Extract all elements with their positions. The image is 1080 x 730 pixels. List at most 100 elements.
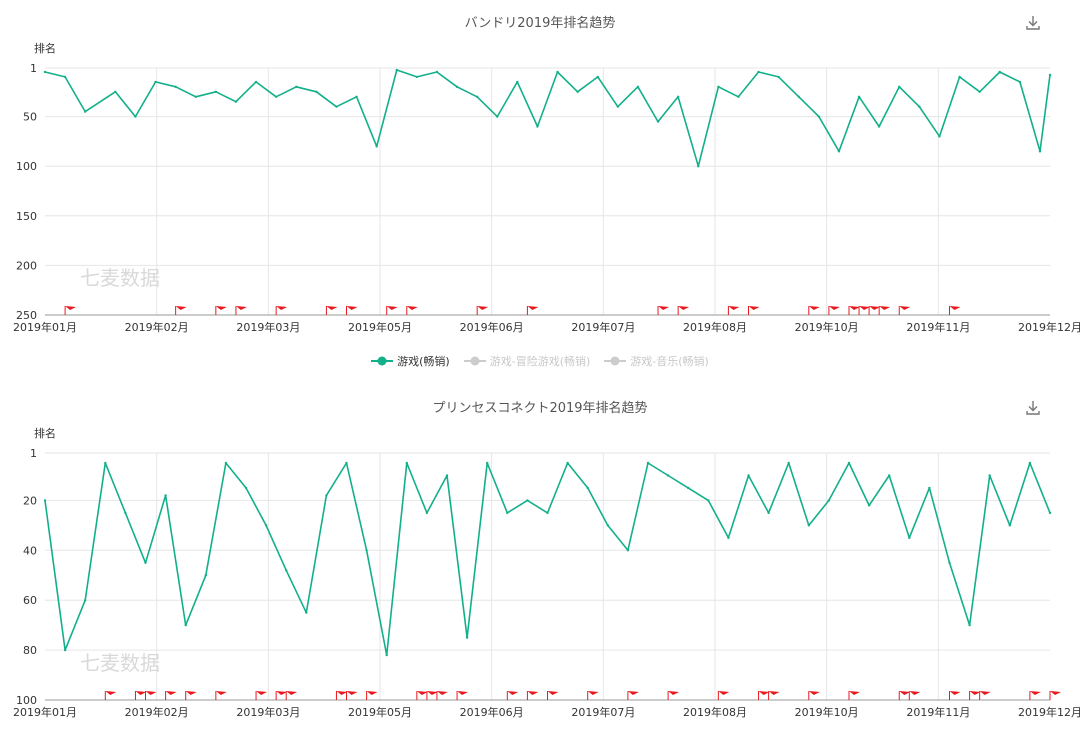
data-point[interactable]	[84, 110, 87, 113]
data-point[interactable]	[797, 95, 800, 98]
data-point[interactable]	[114, 90, 117, 94]
event-flag-icon[interactable]	[808, 691, 820, 700]
data-point[interactable]	[817, 115, 821, 118]
event-flag-icon[interactable]	[627, 691, 639, 700]
event-flag-icon[interactable]	[275, 691, 288, 700]
data-point[interactable]	[928, 486, 931, 490]
data-point[interactable]	[43, 70, 47, 74]
event-flag-icon[interactable]	[969, 691, 981, 700]
event-flag-icon[interactable]	[898, 306, 911, 315]
data-point[interactable]	[807, 524, 810, 527]
data-point[interactable]	[43, 499, 47, 502]
data-point[interactable]	[656, 120, 660, 123]
data-point[interactable]	[697, 165, 700, 168]
data-point[interactable]	[475, 95, 479, 98]
data-point[interactable]	[646, 461, 650, 465]
event-flag-icon[interactable]	[275, 306, 288, 315]
event-flag-icon[interactable]	[808, 306, 820, 315]
event-flag-icon[interactable]	[476, 306, 489, 315]
data-point[interactable]	[174, 85, 177, 89]
event-flag-icon[interactable]	[436, 691, 448, 700]
data-point[interactable]	[194, 95, 197, 98]
event-flag-icon[interactable]	[285, 691, 298, 700]
event-flag-icon[interactable]	[949, 306, 961, 315]
event-flag-icon[interactable]	[346, 306, 358, 315]
legend-item-adventure[interactable]: 游戏-冒险游戏(畅销)	[463, 353, 590, 369]
event-flag-icon[interactable]	[848, 691, 860, 700]
data-point[interactable]	[566, 461, 569, 465]
data-point[interactable]	[214, 90, 218, 94]
event-flag-icon[interactable]	[858, 306, 871, 315]
event-flag-icon[interactable]	[215, 691, 227, 700]
data-point[interactable]	[355, 95, 358, 98]
data-point[interactable]	[988, 474, 991, 477]
data-point[interactable]	[1048, 73, 1052, 77]
event-flag-icon[interactable]	[235, 306, 247, 315]
series-line[interactable]	[44, 69, 1051, 167]
data-point[interactable]	[576, 90, 579, 94]
data-point[interactable]	[445, 474, 449, 477]
data-point[interactable]	[415, 75, 419, 79]
data-point[interactable]	[425, 511, 429, 515]
data-point[interactable]	[737, 95, 740, 98]
data-point[interactable]	[636, 85, 640, 89]
event-flag-icon[interactable]	[64, 306, 77, 315]
data-point[interactable]	[264, 524, 268, 527]
data-point[interactable]	[767, 511, 770, 515]
event-flag-icon[interactable]	[949, 691, 961, 700]
event-flag-icon[interactable]	[134, 691, 147, 700]
legend-item-music[interactable]: 游戏-音乐(畅销)	[604, 353, 709, 369]
event-flag-icon[interactable]	[547, 691, 559, 700]
event-flag-icon[interactable]	[587, 691, 599, 700]
event-flag-icon[interactable]	[366, 691, 378, 700]
event-flag-icon[interactable]	[898, 691, 911, 700]
data-point[interactable]	[556, 70, 559, 74]
data-point[interactable]	[1008, 524, 1011, 527]
data-point[interactable]	[104, 461, 107, 465]
data-point[interactable]	[596, 75, 599, 79]
event-flag-icon[interactable]	[426, 691, 438, 700]
event-flag-icon[interactable]	[346, 691, 358, 700]
data-point[interactable]	[666, 474, 670, 477]
data-point[interactable]	[465, 636, 469, 639]
data-point[interactable]	[787, 461, 790, 465]
data-point[interactable]	[536, 125, 539, 128]
data-point[interactable]	[606, 524, 609, 527]
event-flag-icon[interactable]	[406, 306, 418, 315]
event-flag-icon[interactable]	[828, 306, 840, 315]
data-point[interactable]	[757, 70, 760, 74]
event-flag-icon[interactable]	[848, 306, 860, 315]
event-flag-icon[interactable]	[506, 691, 519, 700]
data-point[interactable]	[586, 486, 589, 490]
data-point[interactable]	[164, 494, 167, 497]
event-flag-icon[interactable]	[335, 691, 348, 700]
data-point[interactable]	[405, 461, 408, 465]
event-flag-icon[interactable]	[104, 691, 117, 700]
data-point[interactable]	[687, 486, 690, 490]
data-point[interactable]	[435, 70, 439, 74]
event-flag-icon[interactable]	[1049, 691, 1061, 700]
event-flag-icon[interactable]	[657, 306, 670, 315]
download-icon[interactable]	[1024, 14, 1042, 32]
data-point[interactable]	[234, 100, 238, 103]
data-point[interactable]	[204, 574, 207, 577]
data-point[interactable]	[124, 511, 127, 515]
data-point[interactable]	[1048, 511, 1052, 515]
data-point[interactable]	[325, 494, 328, 497]
event-flag-icon[interactable]	[215, 306, 227, 315]
data-point[interactable]	[295, 85, 298, 89]
event-flag-icon[interactable]	[727, 306, 740, 315]
event-flag-icon[interactable]	[386, 306, 398, 315]
event-flag-icon[interactable]	[526, 691, 539, 700]
data-point[interactable]	[898, 85, 901, 89]
event-flag-icon[interactable]	[145, 691, 157, 700]
data-point[interactable]	[63, 648, 67, 652]
data-point[interactable]	[274, 95, 278, 98]
download-icon[interactable]	[1024, 399, 1042, 417]
event-flag-icon[interactable]	[416, 691, 428, 700]
data-point[interactable]	[958, 75, 961, 79]
data-point[interactable]	[948, 561, 951, 564]
data-point[interactable]	[375, 145, 378, 148]
data-point[interactable]	[918, 105, 921, 108]
event-flag-icon[interactable]	[748, 306, 760, 315]
